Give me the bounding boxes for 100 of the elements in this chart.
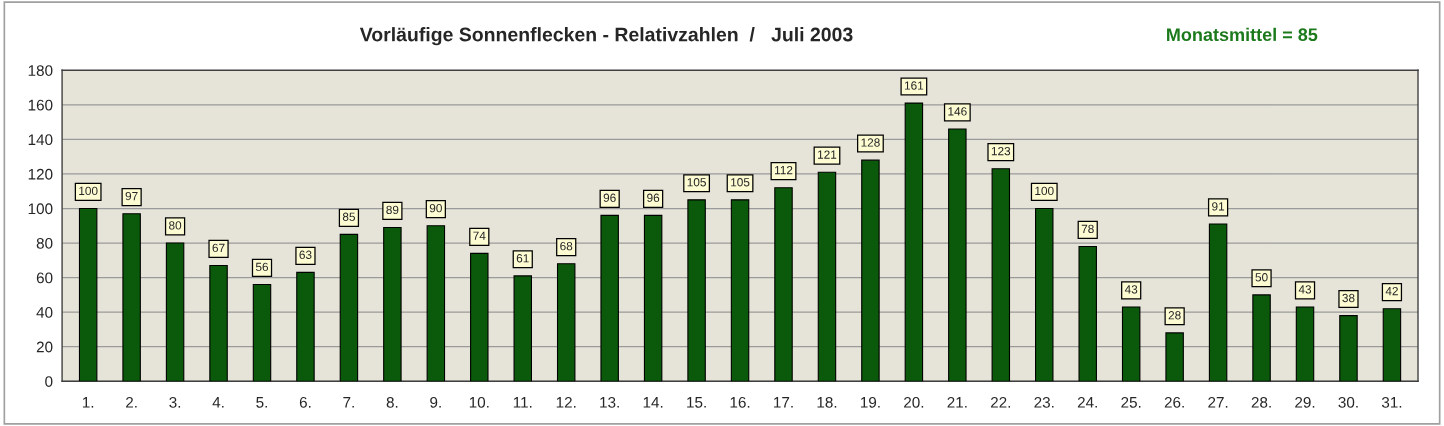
data-label: 74 [473, 231, 486, 240]
data-label: 123 [991, 146, 1011, 156]
x-tick-label: 27. [1208, 396, 1228, 408]
bar [209, 264, 228, 382]
x-tick-label: 8. [386, 396, 398, 408]
y-tick-label: 160 [28, 99, 53, 111]
bar [1208, 223, 1228, 382]
x-tick-label: 24. [1077, 396, 1097, 408]
data-label: 42 [1385, 286, 1398, 296]
bar [774, 187, 793, 382]
bar [122, 213, 141, 382]
data-label: 146 [948, 107, 967, 116]
y-tick-label: 60 [36, 272, 53, 284]
bar [948, 128, 967, 382]
data-label: 67 [212, 243, 225, 253]
data-label: 85 [342, 212, 355, 221]
data-label: 90 [429, 203, 442, 213]
bar [730, 199, 750, 382]
chart-title: Vorläufige Sonnenflecken - Relativzahlen / Juli 2003 [359, 27, 853, 46]
data-label: 63 [299, 250, 312, 259]
bar [513, 275, 533, 382]
bar [1078, 245, 1097, 382]
x-tick-label: 7. [343, 397, 354, 408]
y-tick-label: 120 [28, 168, 53, 180]
bar [1339, 315, 1358, 382]
data-label: 56 [255, 262, 269, 272]
bar [904, 102, 924, 382]
x-tick-label: 10. [469, 396, 489, 408]
x-tick-label: 26. [1164, 396, 1184, 408]
y-tick-label: 100 [28, 203, 53, 215]
data-label: 61 [516, 254, 529, 263]
bar [600, 214, 619, 382]
x-tick-label: 20. [904, 396, 924, 408]
bar [383, 226, 402, 382]
bar [1035, 207, 1054, 382]
data-label: 96 [603, 193, 616, 202]
bar [296, 271, 315, 382]
y-tick-label: 0 [45, 376, 53, 387]
y-tick-label: 140 [28, 134, 53, 146]
x-tick-label: 25. [1121, 396, 1141, 408]
y-tick-label: 20 [36, 341, 53, 353]
x-tick-label: 4. [212, 397, 224, 408]
bar [817, 171, 837, 382]
data-label: 112 [775, 165, 793, 175]
x-tick-label: 3. [169, 396, 181, 408]
x-tick-label: 5. [256, 397, 267, 408]
data-label: 38 [1342, 293, 1355, 303]
x-tick-label: 1. [82, 397, 94, 408]
data-label: 161 [904, 81, 924, 90]
x-tick-label: 17. [774, 397, 793, 408]
data-label: 100 [79, 186, 98, 196]
x-tick-label: 29. [1295, 396, 1315, 408]
data-label: 100 [1035, 186, 1054, 196]
bar [643, 214, 663, 382]
bar [78, 207, 98, 382]
bar [1121, 306, 1141, 382]
x-tick-label: 16. [730, 396, 750, 408]
x-tick-label: 21. [947, 396, 967, 408]
bar [861, 159, 880, 382]
x-tick-label: 31. [1381, 396, 1402, 408]
x-tick-label: 9. [430, 396, 441, 408]
bar [1252, 294, 1271, 382]
x-tick-label: 6. [299, 396, 311, 408]
x-tick-label: 15. [687, 397, 706, 408]
data-label: 43 [1298, 285, 1312, 294]
x-tick-label: 18. [817, 396, 837, 408]
data-label: 121 [818, 150, 837, 159]
bar [1295, 306, 1315, 382]
data-label: 97 [125, 191, 138, 201]
x-tick-label: 30. [1338, 396, 1358, 408]
x-tick-label: 14. [643, 397, 663, 408]
x-tick-label: 2. [126, 396, 137, 408]
x-tick-label: 22. [990, 396, 1011, 408]
data-label: 28 [1168, 311, 1181, 320]
x-tick-label: 19. [860, 396, 880, 408]
x-tick-label: 13. [600, 396, 619, 408]
data-label: 91 [1212, 202, 1225, 211]
y-tick-label: 80 [36, 237, 53, 249]
data-label: 105 [731, 178, 750, 187]
data-label: 43 [1124, 285, 1138, 294]
data-label: 78 [1081, 224, 1094, 234]
bar [556, 263, 576, 382]
x-tick-label: 23. [1034, 396, 1054, 408]
bar [252, 283, 272, 382]
bar [165, 242, 185, 382]
bar [991, 168, 1011, 382]
bar [426, 225, 446, 382]
data-label: 105 [687, 178, 706, 187]
x-tick-label: 12. [556, 396, 576, 408]
text: Monatsmittel = 85 [1167, 27, 1318, 42]
bar [1382, 308, 1402, 382]
bar [470, 252, 489, 382]
data-label: 89 [386, 205, 399, 215]
y-tick-label: 180 [28, 65, 53, 76]
x-tick-label: 28. [1251, 396, 1271, 408]
bar [687, 199, 706, 382]
bar [1165, 332, 1184, 382]
data-label: 50 [1255, 273, 1268, 282]
x-tick-label: 11. [513, 397, 532, 408]
data-label: 80 [169, 221, 182, 230]
